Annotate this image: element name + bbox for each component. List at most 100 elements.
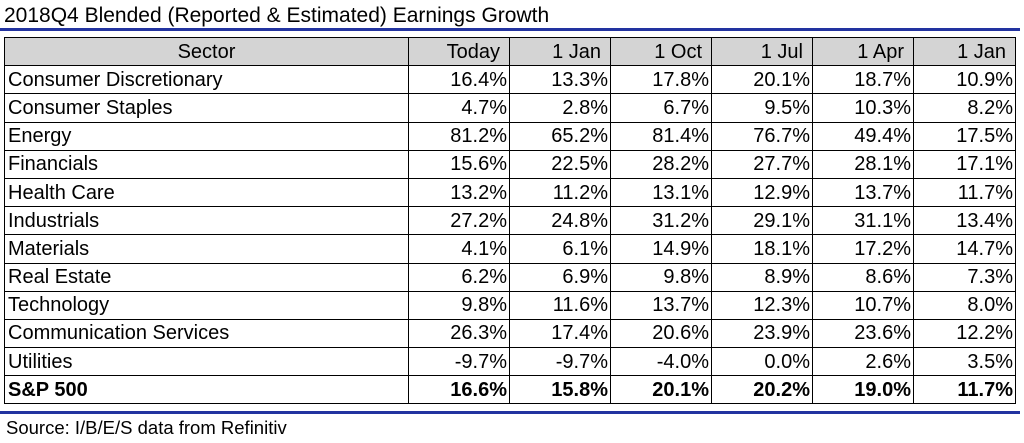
- value-cell: 15.8%: [509, 375, 611, 405]
- value-cell: 4.1%: [408, 234, 510, 264]
- value-cell: 18.7%: [812, 65, 914, 95]
- value-cell: 8.2%: [913, 93, 1016, 123]
- table-row: Health Care 13.2% 11.2% 13.1% 12.9% 13.7% 11.7…: [4, 177, 1016, 208]
- source-note: Source: I/B/E/S data from Refinitiv: [6, 417, 287, 438]
- sector-cell: Consumer Discretionary: [4, 65, 409, 95]
- value-cell: 28.2%: [610, 149, 712, 179]
- value-cell: 6.1%: [509, 234, 611, 264]
- value-cell: 13.2%: [408, 177, 510, 208]
- table-body: Consumer Discretionary 16.4% 13.3% 17.8% 20.…: [4, 65, 1016, 405]
- column-header-today: Today: [408, 36, 510, 67]
- table-row: Real Estate 6.2% 6.9% 9.8% 8.9% 8.6% 7.3%: [4, 262, 1016, 292]
- sector-cell: Industrials: [4, 206, 409, 236]
- value-cell: 11.7%: [913, 375, 1016, 405]
- value-cell: 18.1%: [711, 234, 813, 264]
- value-cell: 13.1%: [610, 177, 712, 208]
- value-cell: 20.2%: [711, 375, 813, 405]
- value-cell: 26.3%: [408, 318, 510, 349]
- value-cell: 31.2%: [610, 206, 712, 236]
- value-cell: 65.2%: [509, 121, 611, 151]
- value-cell: 10.9%: [913, 65, 1016, 95]
- value-cell: 20.1%: [711, 65, 813, 95]
- value-cell: 8.6%: [812, 262, 914, 292]
- value-cell: 23.9%: [711, 318, 813, 349]
- value-cell: 10.3%: [812, 93, 914, 123]
- value-cell: 12.9%: [711, 177, 813, 208]
- value-cell: -9.7%: [509, 347, 611, 377]
- value-cell: 3.5%: [913, 347, 1016, 377]
- value-cell: -9.7%: [408, 347, 510, 377]
- value-cell: 20.6%: [610, 318, 712, 349]
- value-cell: 13.3%: [509, 65, 611, 95]
- value-cell: 81.2%: [408, 121, 510, 151]
- sector-cell: Real Estate: [4, 262, 409, 292]
- earnings-growth-table: Sector Today 1 Jan 1 Oct 1 Jul 1 Apr 1 J…: [4, 36, 1016, 405]
- sector-cell: Health Care: [4, 177, 409, 208]
- value-cell: 17.8%: [610, 65, 712, 95]
- sector-cell: Technology: [4, 290, 409, 320]
- sector-cell: Energy: [4, 121, 409, 151]
- sector-cell: Utilities: [4, 347, 409, 377]
- value-cell: 29.1%: [711, 206, 813, 236]
- table-total-row: S&P 500 16.6% 15.8% 20.1% 20.2% 19.0% 11.7%: [4, 375, 1016, 405]
- table-row: Financials 15.6% 22.5% 28.2% 27.7% 28.1% 17.1%: [4, 149, 1016, 179]
- value-cell: 17.1%: [913, 149, 1016, 179]
- column-header-jul: 1 Jul: [711, 36, 813, 67]
- sector-cell: Financials: [4, 149, 409, 179]
- value-cell: 10.7%: [812, 290, 914, 320]
- title-rule: [0, 28, 1020, 31]
- value-cell: 24.8%: [509, 206, 611, 236]
- value-cell: 11.6%: [509, 290, 611, 320]
- value-cell: 15.6%: [408, 149, 510, 179]
- column-header-sector: Sector: [4, 36, 409, 67]
- column-header-apr: 1 Apr: [812, 36, 914, 67]
- value-cell: 11.7%: [913, 177, 1016, 208]
- value-cell: 16.6%: [408, 375, 510, 405]
- value-cell: 6.2%: [408, 262, 510, 292]
- value-cell: 76.7%: [711, 121, 813, 151]
- value-cell: 16.4%: [408, 65, 510, 95]
- value-cell: 13.7%: [610, 290, 712, 320]
- value-cell: 12.3%: [711, 290, 813, 320]
- value-cell: 12.2%: [913, 318, 1016, 349]
- table-row: Industrials 27.2% 24.8% 31.2% 29.1% 31.1% 13.4…: [4, 206, 1016, 236]
- table-row: Energy 81.2% 65.2% 81.4% 76.7% 49.4% 17.5%: [4, 121, 1016, 151]
- value-cell: 6.9%: [509, 262, 611, 292]
- value-cell: 17.5%: [913, 121, 1016, 151]
- value-cell: 6.7%: [610, 93, 712, 123]
- table-row: Technology 9.8% 11.6% 13.7% 12.3% 10.7% 8.0%: [4, 290, 1016, 320]
- column-header-jan-current: 1 Jan: [509, 36, 611, 67]
- table-row: Communication Services 26.3% 17.4% 20.6% 23.…: [4, 318, 1016, 349]
- footer-rule: [0, 411, 1020, 414]
- value-cell: 14.9%: [610, 234, 712, 264]
- value-cell: 2.8%: [509, 93, 611, 123]
- value-cell: 19.0%: [812, 375, 914, 405]
- value-cell: 27.2%: [408, 206, 510, 236]
- table-row: Consumer Staples 4.7% 2.8% 6.7% 9.5% 10.3% 8.2…: [4, 93, 1016, 123]
- value-cell: 31.1%: [812, 206, 914, 236]
- table-row: Materials 4.1% 6.1% 14.9% 18.1% 17.2% 14.7%: [4, 234, 1016, 264]
- value-cell: 0.0%: [711, 347, 813, 377]
- value-cell: 4.7%: [408, 93, 510, 123]
- value-cell: 17.4%: [509, 318, 611, 349]
- sector-cell: Materials: [4, 234, 409, 264]
- value-cell: 17.2%: [812, 234, 914, 264]
- value-cell: 9.5%: [711, 93, 813, 123]
- value-cell: 13.7%: [812, 177, 914, 208]
- value-cell: 28.1%: [812, 149, 914, 179]
- sector-cell: Consumer Staples: [4, 93, 409, 123]
- value-cell: -4.0%: [610, 347, 712, 377]
- value-cell: 8.0%: [913, 290, 1016, 320]
- value-cell: 23.6%: [812, 318, 914, 349]
- value-cell: 81.4%: [610, 121, 712, 151]
- column-header-oct: 1 Oct: [610, 36, 712, 67]
- value-cell: 27.7%: [711, 149, 813, 179]
- value-cell: 2.6%: [812, 347, 914, 377]
- value-cell: 20.1%: [610, 375, 712, 405]
- value-cell: 7.3%: [913, 262, 1016, 292]
- value-cell: 9.8%: [610, 262, 712, 292]
- value-cell: 11.2%: [509, 177, 611, 208]
- table-title: 2018Q4 Blended (Reported & Estimated) Ea…: [4, 4, 550, 27]
- value-cell: 49.4%: [812, 121, 914, 151]
- sector-cell: S&P 500: [4, 375, 409, 405]
